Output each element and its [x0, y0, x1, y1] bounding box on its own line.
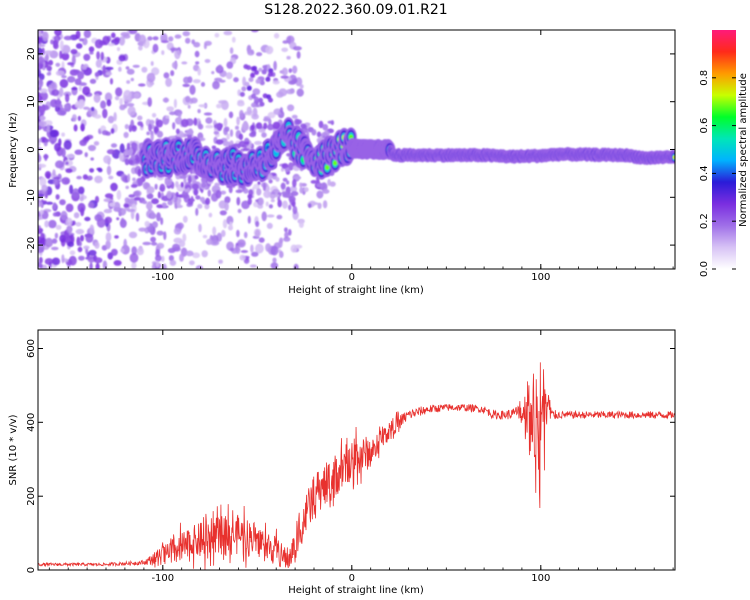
spectrogram-heatmap	[38, 30, 675, 269]
x-tick-label: -100	[151, 272, 174, 283]
colorbar-gradient	[712, 30, 736, 269]
x-tick-label: 0	[349, 272, 355, 283]
y-tick-label: 10	[26, 95, 37, 108]
snr-frame	[37, 329, 676, 571]
y-tick-label: 20	[26, 48, 37, 61]
y-tick-label: 600	[26, 339, 37, 358]
figure-title: S128.2022.360.09.01.R21	[264, 2, 447, 18]
y-tick-label: 0	[26, 146, 37, 152]
y-tick-label: 200	[26, 487, 37, 506]
colorbar-tick-label: 0.6	[699, 118, 710, 134]
y-tick-label: -20	[26, 237, 37, 253]
snr-x-label: Height of straight line (km)	[288, 585, 424, 596]
snr-y-label: SNR (10 * v/v)	[8, 414, 19, 485]
y-tick-label: 0	[26, 567, 37, 573]
x-tick-label: 100	[531, 573, 550, 584]
x-tick-label: -100	[151, 573, 174, 584]
snr-panel: -100 0 100 0 200 400 600 Height of straight li…	[8, 329, 676, 596]
spectrogram-x-label: Height of straight line (km)	[288, 285, 424, 296]
colorbar-tick-label: 0.8	[699, 70, 710, 86]
snr-series-line	[38, 362, 675, 570]
colorbar-tick-label: 0.4	[699, 165, 710, 181]
x-tick-label: 0	[349, 573, 355, 584]
y-tick-label: 400	[26, 413, 37, 432]
colorbar: 0.0 0.2 0.4 0.6 0.8 Normalized spectral ampl…	[699, 30, 749, 277]
colorbar-ticks: 0.0 0.2 0.4 0.6 0.8	[699, 70, 736, 277]
colorbar-label: Normalized spectral amplitude	[738, 73, 749, 227]
colorbar-tick-label: 0.2	[699, 213, 710, 229]
y-tick-label: -10	[26, 189, 37, 205]
x-tick-label: 100	[531, 272, 550, 283]
spectrogram-y-label: Frequency (Hz)	[8, 112, 19, 188]
colorbar-tick-label: 0.0	[699, 261, 710, 277]
snr-ticks: -100 0 100 0 200 400 600	[26, 330, 675, 584]
